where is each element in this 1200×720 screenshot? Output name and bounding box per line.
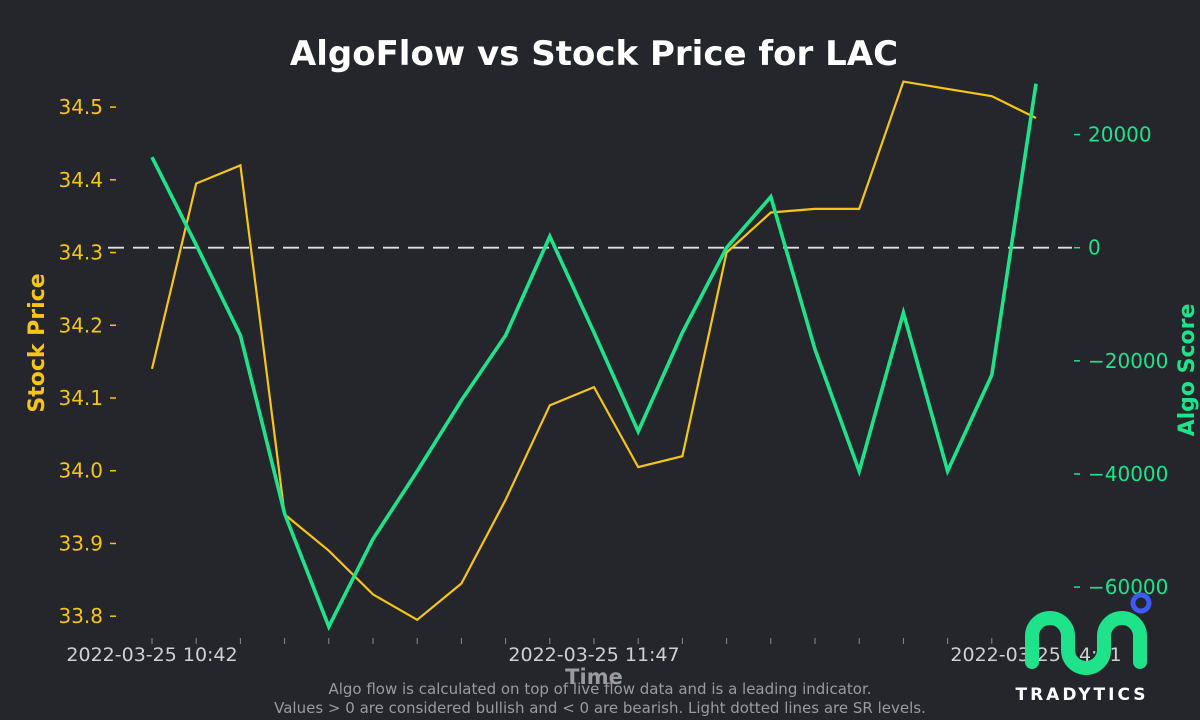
left-tick-label: 34.1	[58, 386, 103, 410]
logo-dot-icon	[1130, 592, 1152, 614]
right-tick-label: −60000	[1088, 575, 1168, 599]
left-tick-label: 33.8	[58, 604, 103, 628]
algo-score-line	[150, 83, 1038, 632]
right-tick-label: −40000	[1088, 462, 1168, 486]
right-axis-ticks: −60000 −40000 −20000 0 20000	[1074, 123, 1168, 599]
x-axis-label: Time	[565, 665, 623, 689]
right-tick-label: 20000	[1088, 123, 1152, 147]
left-tick-label: 34.2	[58, 313, 103, 337]
left-tick-label: 33.9	[58, 531, 103, 555]
right-axis-label: Algo Score	[1175, 304, 1200, 437]
tradytics-logo: TRADYTICS	[1016, 592, 1152, 705]
logo-text: TRADYTICS	[1016, 685, 1149, 705]
left-tick-label: 34.3	[58, 241, 103, 265]
left-tick-label: 34.4	[58, 168, 103, 192]
series-group	[150, 80, 1038, 632]
logo-wave-icon	[1025, 611, 1147, 675]
x-tick-label-1: 2022-03-25 11:47	[508, 644, 679, 666]
left-tick-label: 34.5	[58, 95, 103, 119]
left-axis-label: Stock Price	[25, 273, 50, 412]
chart-title: AlgoFlow vs Stock Price for LAC	[290, 34, 898, 74]
right-tick-label: −20000	[1088, 349, 1168, 373]
right-tick-label: 0	[1088, 236, 1101, 260]
left-tick-label: 34.0	[58, 459, 103, 483]
stock-price-line	[150, 80, 1037, 622]
left-axis-ticks: 33.8 33.9 34.0 34.1 34.2 34.3 34.4 34.5	[58, 95, 116, 628]
footer-note-line-2: Values > 0 are considered bullish and < …	[274, 699, 926, 717]
footer-note-line-1: Algo flow is calculated on top of live f…	[328, 680, 871, 698]
x-tick-label-0: 2022-03-25 10:42	[66, 644, 237, 666]
x-axis-ticks	[151, 638, 1037, 644]
